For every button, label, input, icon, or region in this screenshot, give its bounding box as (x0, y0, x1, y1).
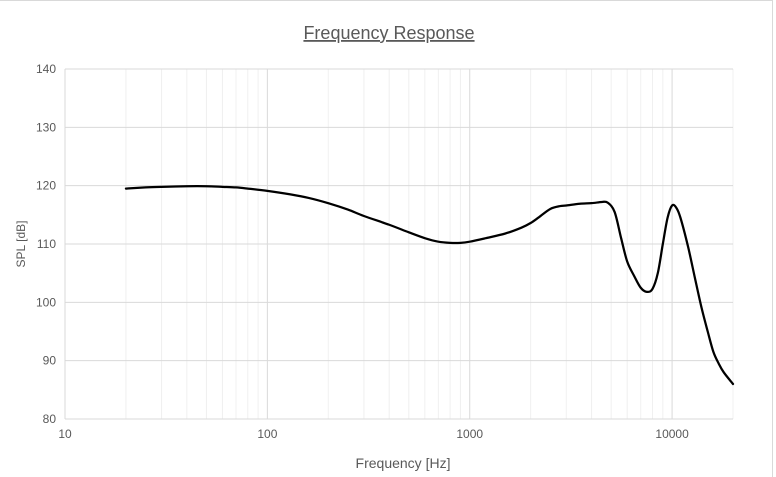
y-tick-label: 100 (36, 295, 56, 309)
spl-series-line (124, 185, 735, 386)
x-axis-title: Frequency [Hz] (356, 455, 451, 471)
y-axis-title: SPL [dB] (14, 221, 28, 268)
x-tick-label: 1000 (456, 427, 483, 441)
y-tick-label: 110 (37, 237, 56, 251)
major-gridlines (64, 68, 733, 420)
x-tick-label: 100 (257, 427, 277, 441)
y-tick-label: 130 (36, 120, 56, 134)
chart-title: Frequency Response (303, 23, 474, 43)
y-tick-label: 120 (36, 179, 56, 193)
y-tick-label: 80 (43, 412, 57, 426)
x-tick-labels: 10 100 1000 10000 (58, 427, 689, 441)
y-tick-labels: 80 90 100 110 120 130 140 (36, 62, 56, 426)
y-tick-label: 140 (36, 62, 56, 76)
x-tick-label: 10 (58, 427, 72, 441)
x-tick-label: 10000 (655, 427, 689, 441)
y-tick-label: 90 (43, 354, 57, 368)
plot-area (124, 185, 735, 386)
